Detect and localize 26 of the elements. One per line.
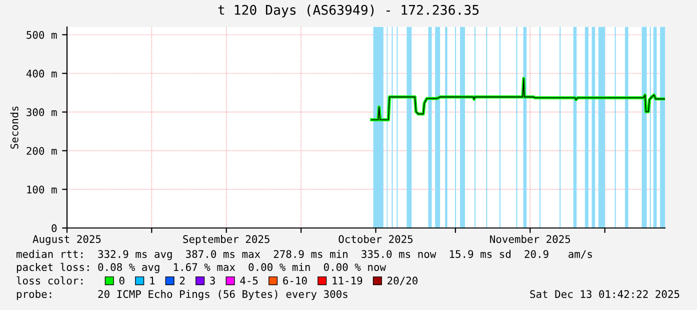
x-tick-label: November 2025 — [490, 235, 570, 244]
x-tick-label: September 2025 — [183, 235, 270, 246]
y-tick-label: 300 m — [26, 108, 57, 116]
x-tick-label: October 2025 — [338, 235, 413, 244]
legend-label: 20/20 — [388, 276, 418, 286]
legend-label: 2 — [180, 276, 185, 284]
y-tick-label: 500 m — [26, 30, 57, 39]
text: Sat Dec 13 01:42:22 2025 — [530, 290, 680, 298]
legend-label: 6-10 — [283, 276, 307, 285]
text: probe: 20 ICMP Echo Pings (56 Bytes) every 300s — [16, 290, 348, 300]
text: packet loss: 0.08 % avg 1.67 % max 0.00 % min 0.00 % now — [16, 262, 386, 274]
chart-title: t 120 Days (AS63949) - 172.236.35 — [218, 4, 479, 18]
legend-label: 11-19 — [332, 276, 362, 285]
legend-label: 4-5 — [240, 276, 258, 285]
y-axis-title: Seconds — [10, 106, 18, 149]
y-tick-label: 0 — [52, 224, 57, 232]
legend-label: 3 — [210, 276, 215, 285]
legend-label: 1 — [150, 276, 155, 284]
legend-title: loss color: — [16, 276, 82, 285]
y-tick-label: 400 m — [26, 70, 57, 78]
y-tick-label: 100 m — [27, 186, 57, 194]
x-tick-label: August 2025 — [32, 235, 101, 246]
legend-label: 0 — [119, 276, 124, 285]
y-tick-label: 200 m — [26, 146, 57, 155]
text: median rtt: 332.9 ms avg 387.0 ms max 278.9 ms min 335.0 ms now 15.9 ms sd 20.9 am/s — [16, 250, 592, 260]
line-series — [370, 76, 665, 122]
